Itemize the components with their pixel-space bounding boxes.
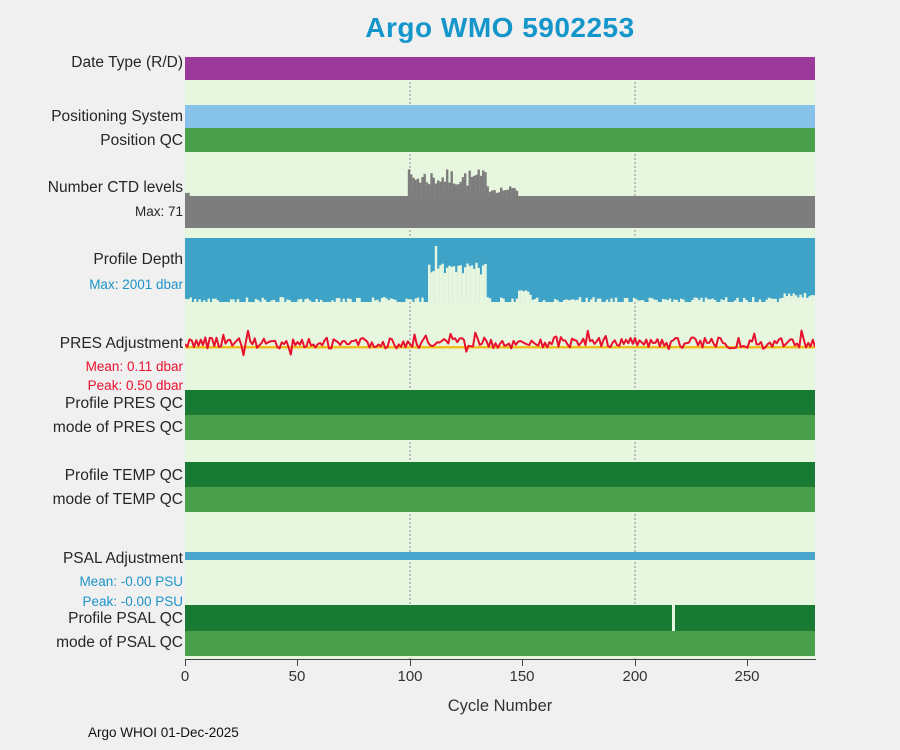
x-tick-100 xyxy=(410,660,411,666)
band-positioning-system xyxy=(185,105,815,128)
profile-depth-marks xyxy=(185,246,815,302)
band-profile-pres-qc xyxy=(185,390,815,415)
band-mode-pres-qc xyxy=(185,415,815,440)
label-mode-psal-qc: mode of PSAL QC xyxy=(56,634,183,651)
gridline-cycle-100 xyxy=(409,57,411,660)
label-date-type: Date Type (R/D) xyxy=(71,54,183,71)
label-profile-depth: Profile Depth xyxy=(93,251,183,268)
x-tick-label-200: 200 xyxy=(622,668,648,685)
x-tick-250 xyxy=(747,660,748,666)
label-ctd-levels: Number CTD levels xyxy=(47,179,183,196)
psal-adjustment-bar xyxy=(185,552,815,560)
band-ctd-levels xyxy=(185,196,815,228)
pres-adjustment-line xyxy=(185,329,815,357)
label-psal-peak: Peak: -0.00 PSU xyxy=(82,594,183,609)
band-profile-temp-qc xyxy=(185,462,815,487)
label-psal-mean: Mean: -0.00 PSU xyxy=(79,574,183,589)
x-axis-line xyxy=(185,659,816,660)
x-tick-50 xyxy=(297,660,298,666)
band-profile-depth xyxy=(185,238,815,302)
label-psal-adjustment: PSAL Adjustment xyxy=(62,550,183,567)
x-tick-label-100: 100 xyxy=(397,668,423,685)
x-tick-label-0: 0 xyxy=(180,668,190,685)
label-pres-peak: Peak: 0.50 dbar xyxy=(87,378,183,393)
x-tick-150 xyxy=(522,660,523,666)
label-profile-psal-qc: Profile PSAL QC xyxy=(68,610,183,627)
chart-title: Argo WMO 5902253 xyxy=(365,12,635,43)
x-tick-label-150: 150 xyxy=(509,668,535,685)
band-mode-psal-qc xyxy=(185,631,815,656)
x-tick-0 xyxy=(185,660,186,666)
x-tick-label-250: 250 xyxy=(734,668,760,685)
ctd-levels-bars xyxy=(185,169,519,196)
label-mode-pres-qc: mode of PRES QC xyxy=(52,419,183,436)
gridline-cycle-200 xyxy=(634,57,636,660)
label-pres-adjustment: PRES Adjustment xyxy=(59,335,183,352)
label-profile-pres-qc: Profile PRES QC xyxy=(64,395,183,412)
label-positioning-system: Positioning System xyxy=(51,108,183,125)
label-profile-temp-qc: Profile TEMP QC xyxy=(64,467,183,484)
label-ctd-max: Max: 71 xyxy=(134,204,183,219)
band-date-type xyxy=(185,57,815,80)
band-mode-temp-qc xyxy=(185,487,815,512)
label-depth-max: Max: 2001 dbar xyxy=(89,277,183,292)
x-axis-title: Cycle Number xyxy=(447,697,553,715)
x-tick-label-50: 50 xyxy=(288,668,306,685)
label-position-qc: Position QC xyxy=(100,132,183,149)
label-mode-temp-qc: mode of TEMP QC xyxy=(52,491,183,508)
plot-area xyxy=(185,57,815,660)
footer-attribution: Argo WHOI 01-Dec-2025 xyxy=(88,725,239,740)
band-position-qc xyxy=(185,128,815,152)
x-tick-200 xyxy=(635,660,636,666)
label-pres-mean: Mean: 0.11 dbar xyxy=(85,359,183,374)
psal-qc-gap-cycle-216 xyxy=(672,605,675,631)
band-profile-psal-qc xyxy=(185,605,815,631)
